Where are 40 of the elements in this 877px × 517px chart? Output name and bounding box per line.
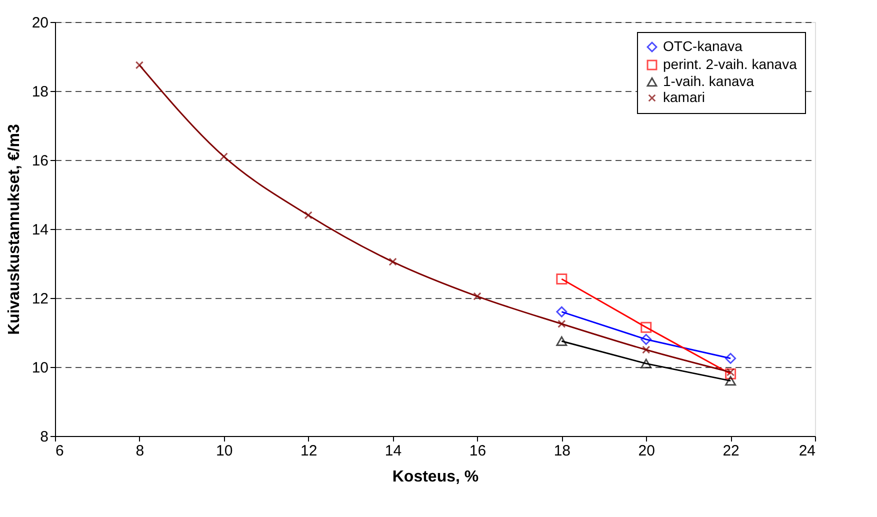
- point: [642, 346, 650, 354]
- y-tick-label: 14: [32, 222, 48, 238]
- x-tick-label: 22: [722, 442, 740, 460]
- point: [556, 274, 568, 285]
- legend-label: kamari: [663, 89, 706, 105]
- legend-label: OTC-kanava: [663, 38, 743, 54]
- point: [725, 368, 736, 380]
- point: [725, 376, 736, 386]
- y-axis-title: Kuivauskustannukset, €/m3: [6, 124, 23, 335]
- x-tick-label: 24: [798, 442, 816, 460]
- legend-label: perint. 2-vaih. kanava: [663, 56, 798, 72]
- y-tick-label: 10: [32, 360, 48, 376]
- point: [558, 320, 566, 328]
- x-tick-label: 16: [469, 442, 486, 460]
- x-axis-title: Kosteus, %: [392, 468, 479, 486]
- x-tick-label: 14: [384, 442, 402, 460]
- point: [304, 211, 312, 220]
- point: [640, 358, 652, 368]
- y-tick-label: 8: [40, 428, 48, 446]
- legend-label: 1-vaih. kanava: [663, 73, 754, 89]
- y-tick-label: 16: [32, 152, 48, 170]
- point: [725, 352, 736, 364]
- point: [640, 334, 652, 345]
- y-tick-label: 12: [32, 290, 48, 308]
- point: [473, 292, 482, 300]
- point: [726, 368, 735, 376]
- point: [220, 152, 228, 161]
- x-tick-label: 18: [554, 442, 571, 460]
- y-tick-label: 18: [32, 84, 48, 100]
- x-tick-label: 20: [638, 442, 655, 460]
- x-tick-label: 6: [56, 442, 64, 460]
- point: [556, 336, 568, 346]
- point: [135, 61, 144, 70]
- y-tick-label: 20: [32, 14, 48, 32]
- point: [640, 322, 652, 333]
- point: [388, 258, 397, 266]
- x-tick-label: 10: [216, 442, 233, 460]
- point: [556, 306, 568, 318]
- x-tick-label: 12: [300, 442, 318, 460]
- x-tick-label: 8: [136, 442, 144, 460]
